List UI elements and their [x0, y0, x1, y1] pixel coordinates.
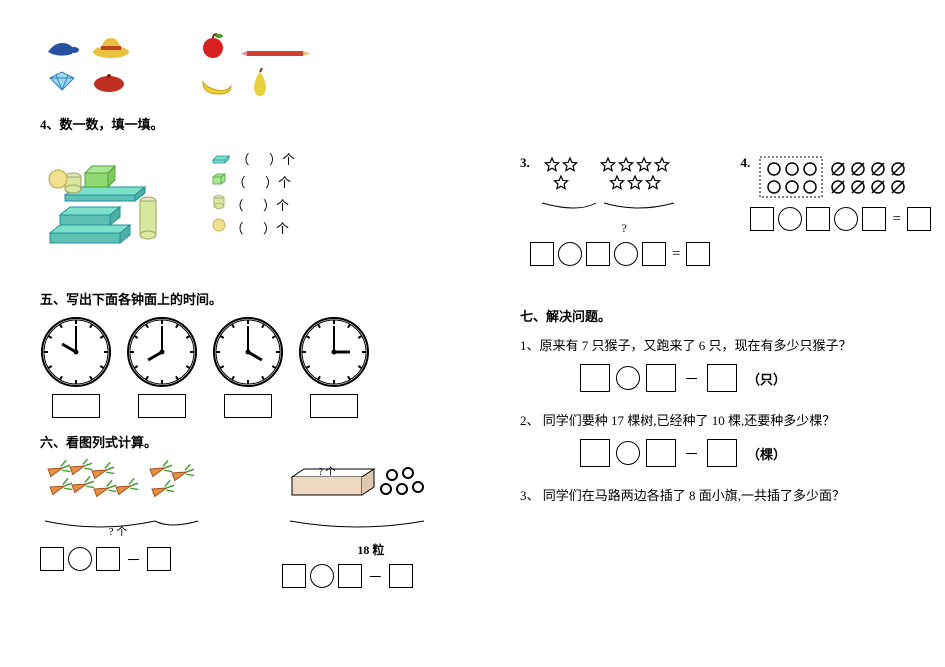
- banana-icon: [199, 74, 235, 98]
- eq-line[interactable]: － （只）: [580, 364, 910, 392]
- r-q4: 4.: [740, 155, 930, 266]
- clock: [298, 316, 370, 418]
- eq-line[interactable]: =: [530, 242, 710, 266]
- pear-icon: [247, 68, 273, 98]
- q3-number: 3.: [520, 155, 530, 236]
- answer-box[interactable]: [224, 394, 272, 418]
- clock: [212, 316, 284, 418]
- diamond-icon: [44, 68, 80, 94]
- blocks-scene: [40, 143, 190, 253]
- clock: [40, 316, 112, 418]
- shape-count-list: （ ）个 （ ）个 （ ）个 （ ）个: [211, 149, 295, 240]
- qmark-label: ? 个: [109, 525, 128, 537]
- p1-text: 1、原来有 7 只猴子，又跑来了 6 只，现在有多少只猴子？: [520, 335, 910, 354]
- cap-icon: [44, 34, 80, 60]
- clocks-row: [40, 316, 460, 418]
- apple-icon: [199, 32, 227, 60]
- eq-line[interactable]: －: [40, 547, 242, 571]
- clock-icon: [212, 316, 284, 388]
- q5-title: 五、写出下面各钟面上的时间。: [40, 289, 460, 308]
- problem-2: 2、 同学们要种 17 棵树,已经种了 10 棵,还要种多少棵？ － （棵）: [520, 410, 910, 467]
- pencil-icon: [241, 48, 311, 60]
- sec7-title: 七、解决问题。: [520, 306, 910, 325]
- answer-box[interactable]: [310, 394, 358, 418]
- p3-text: 3、 同学们在马路两边各插了 8 面小旗,一共插了多少面？: [520, 485, 910, 504]
- total-label: 18 粒: [282, 541, 460, 558]
- answer-box[interactable]: [138, 394, 186, 418]
- problem-3: 3、 同学们在马路两边各插了 8 面小旗,一共插了多少面？: [520, 485, 910, 504]
- q6-figure-2: ? 个 18 粒 －: [282, 459, 460, 588]
- svg-text:? 个: ? 个: [318, 466, 335, 478]
- clock-icon: [40, 316, 112, 388]
- q6-title: 六、看图列式计算。: [40, 432, 460, 451]
- stars-icon: [538, 155, 678, 197]
- beret-icon: [91, 70, 127, 94]
- clock: [126, 316, 198, 418]
- clock-icon: [126, 316, 198, 388]
- problem-1: 1、原来有 7 只猴子，又跑来了 6 只，现在有多少只猴子？ － （只）: [520, 335, 910, 392]
- q6-figure-1: ? 个 －: [40, 459, 242, 588]
- q4-label: 4、数一数，填一填。: [40, 114, 460, 133]
- circles-icon: [758, 155, 908, 201]
- sunhat-icon: [91, 32, 131, 60]
- r-q3: 3. ? =: [520, 155, 710, 266]
- p2-text: 2、 同学们要种 17 棵树,已经种了 10 棵,还要种多少棵？: [520, 410, 910, 429]
- eq-line[interactable]: － （棵）: [580, 439, 910, 467]
- clock-icon: [298, 316, 370, 388]
- answer-box[interactable]: [52, 394, 100, 418]
- q4-number: 4.: [740, 155, 750, 201]
- eq-line[interactable]: =: [750, 207, 930, 231]
- classify-images-row: [40, 30, 460, 104]
- eq-line[interactable]: －: [282, 564, 460, 588]
